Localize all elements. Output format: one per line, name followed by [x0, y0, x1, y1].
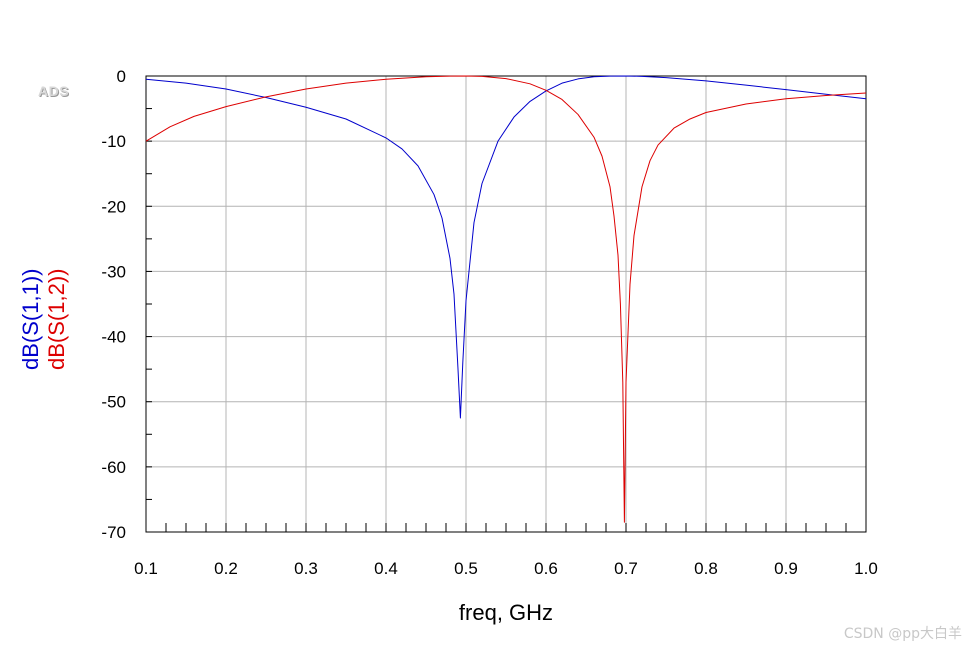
- x-axis-label: freq, GHz: [458, 600, 554, 625]
- x-tick-label: 0.4: [374, 559, 398, 578]
- watermark: CSDN @pp大白羊: [843, 626, 962, 642]
- x-tick-label: 0.6: [534, 559, 558, 578]
- y-tick-label: 0: [117, 67, 126, 86]
- y-tick-label: -50: [101, 393, 126, 412]
- x-tick-label: 0.8: [694, 559, 718, 578]
- y-tick-label: -70: [101, 523, 126, 542]
- x-tick-label: 0.3: [294, 559, 318, 578]
- legend-y-labels: dB(S(1,1)) dB(S(1,2)): [18, 269, 70, 370]
- s11-line: [145, 75, 867, 419]
- plot-frame: [145, 75, 867, 533]
- y-tick-label: -60: [101, 458, 126, 477]
- y-tick-label: -40: [101, 328, 126, 347]
- y-tick-label: -20: [101, 197, 126, 216]
- x-tick-label: 1.0: [854, 559, 878, 578]
- x-tick-label: 0.2: [214, 559, 238, 578]
- x-tick-label: 0.9: [774, 559, 798, 578]
- x-tick-label: 0.5: [454, 559, 478, 578]
- y-tick-label: -30: [101, 262, 126, 281]
- x-tick-label: 0.1: [134, 559, 158, 578]
- y-tick-label: -10: [101, 132, 126, 151]
- ads-logo: ADS: [38, 83, 70, 99]
- legend-s12-label: dB(S(1,2)): [44, 268, 69, 370]
- legend-s11-label: dB(S(1,1)): [18, 268, 43, 370]
- x-tick-label: 0.7: [614, 559, 638, 578]
- s12-line: [145, 75, 867, 523]
